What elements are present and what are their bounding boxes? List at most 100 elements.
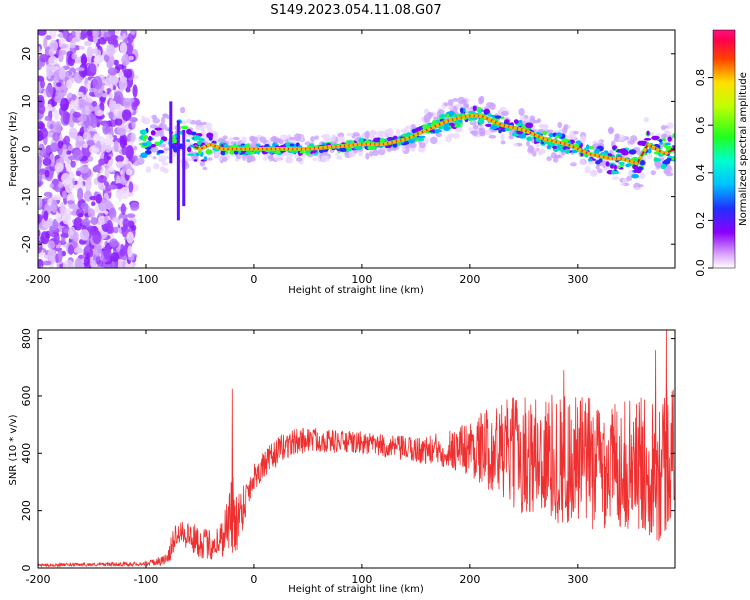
halo-blob <box>163 147 171 151</box>
band-blob <box>234 149 239 155</box>
halo-blob <box>152 118 161 124</box>
halo-blob <box>546 156 552 162</box>
halo-blob <box>418 142 426 148</box>
halo-blob <box>522 118 531 122</box>
ridge-dot <box>642 148 647 152</box>
halo-blob <box>279 134 288 141</box>
noise-blob <box>113 134 118 140</box>
noise-blob <box>79 165 90 174</box>
noise-blob <box>119 136 127 149</box>
spectrogram-plot-area <box>38 30 675 268</box>
band-blob <box>254 150 261 153</box>
halo-blob <box>262 156 268 161</box>
ridge-dot <box>612 156 617 161</box>
ridge-dot <box>556 140 561 145</box>
halo-blob <box>199 122 204 126</box>
noise-blob <box>38 30 47 36</box>
noise-blob <box>111 261 116 268</box>
halo-blob <box>161 161 169 166</box>
band-blob <box>186 128 192 135</box>
noise-blob <box>120 203 126 215</box>
halo-blob <box>478 96 483 105</box>
halo-blob <box>152 156 157 160</box>
ridge-dot <box>573 146 578 150</box>
noise-blob <box>103 54 110 63</box>
halo-blob <box>452 132 460 139</box>
halo-blob <box>643 117 649 123</box>
noise-blob <box>67 244 74 255</box>
y-tick-label: 600 <box>20 385 33 406</box>
band-blob <box>628 149 637 155</box>
halo-blob <box>636 150 642 156</box>
ridge-dot <box>617 156 621 161</box>
band-blob <box>498 129 502 134</box>
noise-blob <box>92 30 100 39</box>
halo-blob <box>557 121 563 129</box>
band-blob <box>206 132 214 139</box>
band-blob <box>667 136 672 142</box>
noise-blob <box>112 85 117 91</box>
ridge-dot <box>439 121 444 126</box>
noise-blob <box>91 100 98 107</box>
ridge-dot <box>396 139 401 143</box>
band-blob <box>443 125 451 131</box>
ridge-dot <box>427 127 431 131</box>
band-blob <box>671 157 675 161</box>
halo-blob <box>614 133 620 139</box>
noise-blob <box>93 164 102 172</box>
ridge-dot <box>357 142 362 147</box>
noise-blob <box>107 67 118 76</box>
spectrogram-noise <box>38 30 140 268</box>
band-blob <box>665 142 671 146</box>
ridge-dot <box>500 123 505 127</box>
ridge-dot <box>625 158 630 163</box>
ridge-dot <box>586 151 591 156</box>
noise-blob <box>92 75 103 90</box>
halo-blob <box>597 168 603 174</box>
band-blob <box>588 158 593 162</box>
halo-blob <box>626 176 633 182</box>
noise-blob <box>49 65 56 71</box>
halo-blob <box>195 125 201 130</box>
ridge-dot <box>366 142 371 147</box>
noise-blob <box>91 201 96 207</box>
ridge-dot <box>370 142 375 147</box>
halo-blob <box>334 152 340 156</box>
ridge-dot <box>487 117 492 122</box>
halo-blob <box>216 138 225 143</box>
x-tick-label: 200 <box>459 573 480 586</box>
noise-blob <box>97 182 105 190</box>
band-blob <box>189 144 195 148</box>
noise-blob <box>108 111 114 120</box>
band-blob <box>472 105 477 112</box>
ridge-dot <box>608 156 613 161</box>
noise-blob <box>50 200 58 213</box>
band-blob <box>621 150 629 156</box>
noise-blob <box>38 224 43 230</box>
noise-blob <box>121 54 130 66</box>
ridge-dot <box>435 123 440 127</box>
noise-blob <box>59 93 64 99</box>
noise-blob <box>96 254 101 265</box>
noise-blob <box>98 158 106 166</box>
halo-blob <box>312 157 317 162</box>
ridge-dot <box>565 142 569 147</box>
halo-blob <box>569 130 574 138</box>
ridge-dot <box>530 131 535 136</box>
x-tick-label: 100 <box>351 273 372 286</box>
noise-blob <box>109 75 120 85</box>
halo-blob <box>142 117 151 125</box>
band-blob <box>142 134 148 139</box>
snr-x-axis: -200 -100 0 100 200 300 <box>26 330 588 586</box>
band-blob <box>477 110 482 114</box>
snr-frame <box>37 329 676 569</box>
ridge-dot <box>651 145 656 150</box>
noise-blob <box>130 132 136 143</box>
ridge-dot <box>375 142 379 147</box>
noise-blob <box>48 55 58 66</box>
band-blob <box>438 116 442 120</box>
noise-blob <box>88 145 97 154</box>
noise-blob <box>40 79 45 89</box>
band-blob <box>245 143 251 148</box>
